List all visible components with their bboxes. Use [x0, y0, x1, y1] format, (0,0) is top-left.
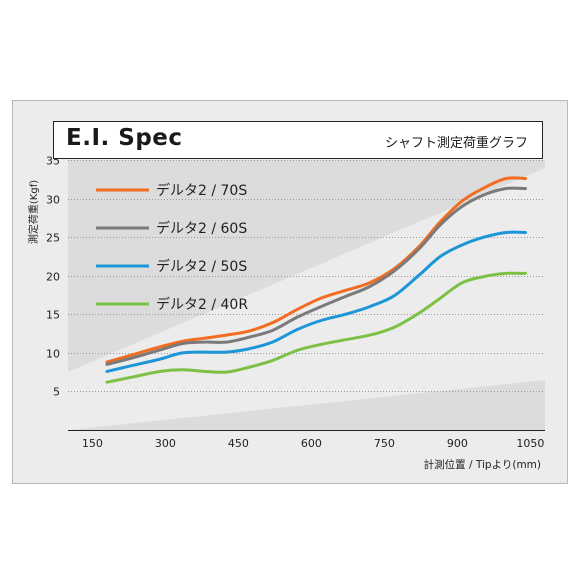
x-tick-label-4: 750	[374, 437, 395, 450]
legend-label-3: デルタ2 / 40R	[156, 296, 248, 313]
y-tick-label-5: 30	[46, 194, 60, 207]
series-line-3	[105, 271, 527, 384]
y-axis-label: 測定荷重(Kgf)	[27, 180, 40, 244]
legend-label-0: デルタ2 / 70S	[156, 182, 247, 199]
y-tick-label-3: 20	[46, 271, 60, 284]
series-line-2	[105, 230, 527, 373]
x-tick-labels: 150 300 450 600 750 900 1050	[82, 437, 545, 450]
chart-title: E.I. Spec	[66, 125, 183, 151]
y-tick-label-0: 5	[53, 386, 60, 399]
x-tick-label-6: 1050	[516, 437, 544, 450]
series-line-0	[105, 176, 527, 364]
y-tick-label-1: 10	[46, 348, 60, 361]
x-tick-label-2: 450	[228, 437, 249, 450]
x-tick-label-5: 900	[447, 437, 468, 450]
legend-label-2: デルタ2 / 50S	[156, 258, 247, 275]
series-line-1	[105, 186, 527, 366]
y-tick-label-4: 25	[46, 232, 60, 245]
legend: デルタ2 / 70S デルタ2 / 60S デルタ2 / 50S デルタ2 / 40R	[96, 182, 248, 313]
background-wedge-lower	[68, 380, 545, 430]
x-tick-label-1: 300	[155, 437, 176, 450]
chart-subtitle: シャフト測定荷重グラフ	[384, 136, 528, 151]
x-tick-label-3: 600	[301, 437, 322, 450]
legend-label-1: デルタ2 / 60S	[156, 220, 247, 237]
series-group	[105, 176, 527, 384]
y-tick-label-2: 15	[46, 309, 60, 322]
x-axis-label: 計測位置 / Tipより(mm)	[424, 458, 541, 471]
chart-header: E.I. Spec シャフト測定荷重グラフ	[53, 121, 543, 159]
x-tick-label-0: 150	[82, 437, 103, 450]
background-wedge-upper	[68, 160, 545, 372]
